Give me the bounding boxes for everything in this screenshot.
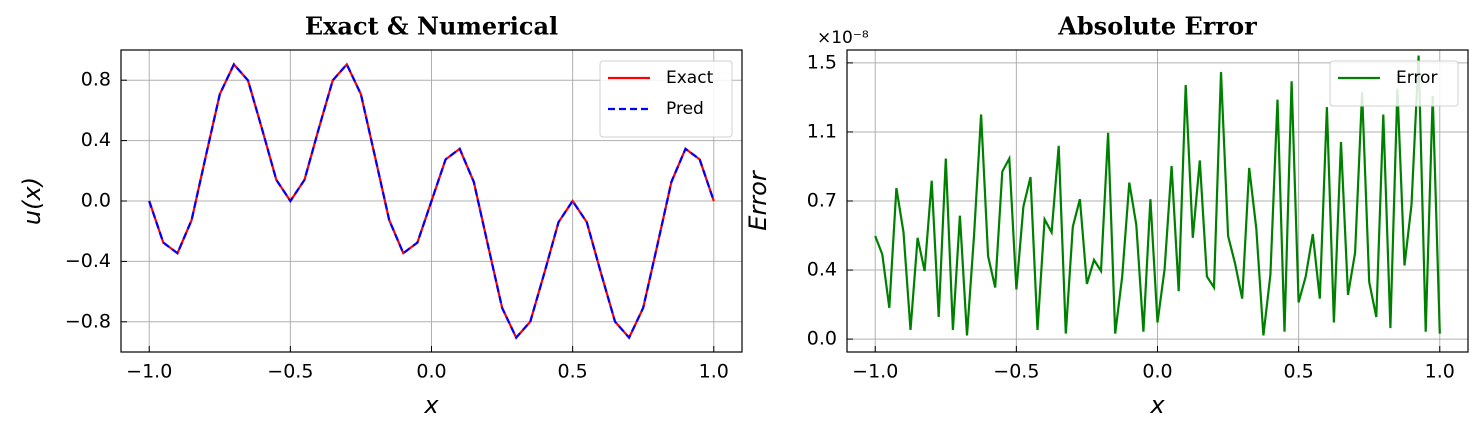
data-line — [874, 55, 1441, 336]
y-tick-label: 1.1 — [807, 120, 837, 142]
x-tick-label: −0.5 — [267, 361, 313, 383]
x-tick-label: 0.5 — [558, 361, 588, 383]
chart-title: Absolute Error — [1057, 12, 1257, 41]
legend-label: Exact — [666, 68, 714, 88]
y-axis-label: Error — [744, 169, 772, 231]
x-tick-label: −0.5 — [993, 361, 1039, 383]
data-line — [148, 62, 715, 340]
legend-label: Pred — [666, 99, 704, 119]
subplot: −1.0 −0.5 0.0 0.5 1.0 0.0 0.4 0.7 1.1 1.5 Absolute… — [744, 12, 1469, 419]
chart-title: Exact & Numerical — [305, 12, 558, 41]
y-multiplier: ×10⁻⁸ — [817, 28, 869, 48]
subplot: −1.0 −0.5 0.0 0.5 1.0 −0.8 −0.4 0.0 0.4 0.8 Exact … — [18, 12, 743, 419]
y-tick-label: 1.5 — [807, 51, 837, 73]
y-axis-label: u(x) — [18, 177, 46, 225]
y-tick-label: 0.8 — [81, 69, 111, 91]
x-axis-label: x — [423, 391, 439, 419]
y-tick-label: 0.4 — [81, 129, 111, 151]
y-tick-label: 0.7 — [807, 190, 837, 212]
x-tick-label: 0.0 — [1142, 361, 1172, 383]
x-tick-label: 0.0 — [416, 361, 446, 383]
legend-box — [599, 60, 733, 138]
y-tick-label: −0.4 — [65, 250, 111, 272]
x-tick-label: 1.0 — [699, 361, 729, 383]
y-tick-label: 0.0 — [807, 328, 837, 350]
x-tick-label: −1.0 — [852, 361, 898, 383]
legend-label: Error — [1396, 68, 1437, 88]
axes-frame — [120, 49, 743, 353]
x-tick-label: 0.5 — [1284, 361, 1314, 383]
y-tick-label: 0.0 — [81, 190, 111, 212]
x-axis-label: x — [1149, 391, 1165, 419]
x-tick-label: 1.0 — [1425, 361, 1455, 383]
y-tick-label: −0.8 — [65, 310, 111, 332]
x-tick-label: −1.0 — [126, 361, 172, 383]
axes-frame — [846, 49, 1469, 353]
y-tick-label: 0.4 — [807, 259, 837, 281]
legend-box — [1329, 60, 1459, 107]
